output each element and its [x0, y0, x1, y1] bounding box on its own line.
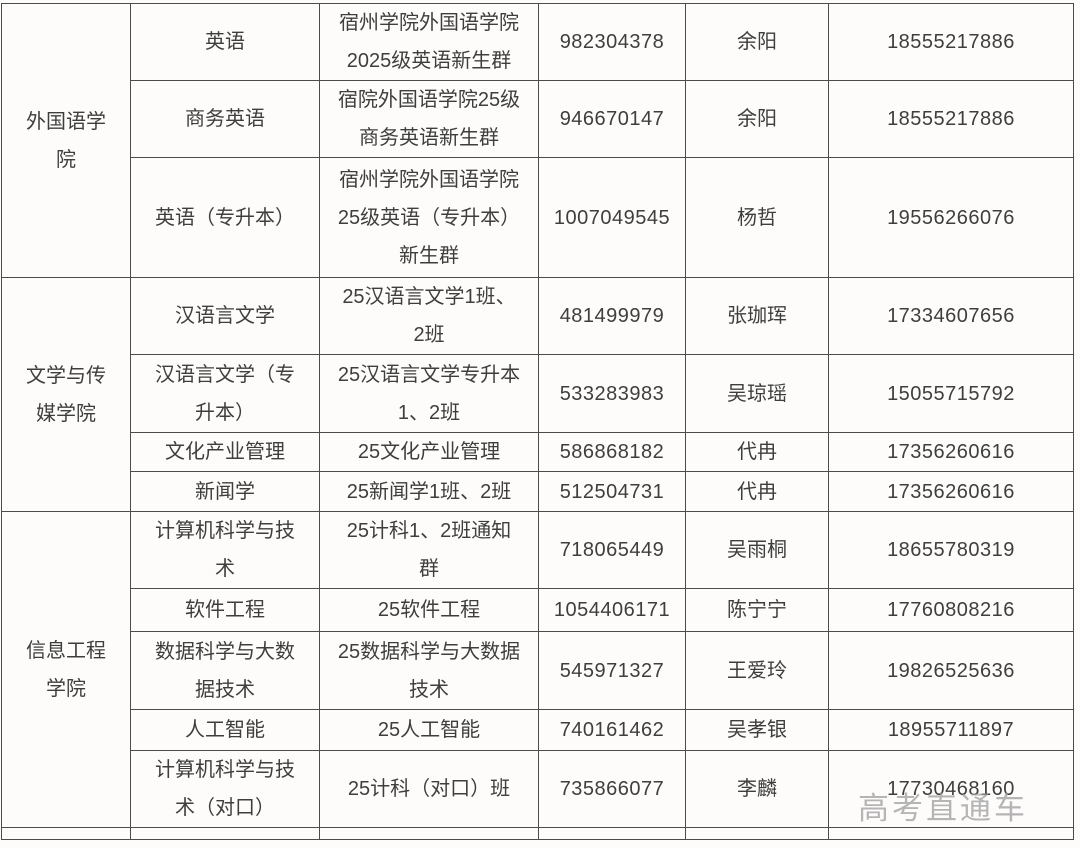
major-cell: 英语	[130, 3, 320, 81]
table-row: 数据科学与大数 据技术 25数据科学与大数据 技术 545971327 王爱玲 …	[2, 631, 1074, 710]
group-number-cell: 735866077	[538, 750, 686, 828]
table-row: 新闻学 25新闻学1班、2班 512504731 代冉 17356260616	[2, 471, 1074, 512]
major-cell: 计算机科学与技 术（对口）	[130, 750, 320, 828]
major-cell: 汉语言文学	[130, 277, 320, 355]
phone-cell: 17730468160	[828, 750, 1074, 828]
group-number-cell: 533283983	[538, 354, 686, 433]
phone-cell: 17356260616	[828, 471, 1074, 512]
contact-cell: 吴孝银	[685, 709, 829, 751]
group-number-cell: 982304378	[538, 3, 686, 81]
table-row: 软件工程 25软件工程 1054406171 陈宁宁 17760808216	[2, 588, 1074, 632]
contact-cell: 余阳	[685, 3, 829, 81]
group-name-cell: 25软件工程	[319, 588, 539, 632]
major-cell: 汉语言文学（专 升本）	[130, 354, 320, 433]
phone-cell: 17760808216	[828, 588, 1074, 632]
contact-cell: 代冉	[685, 471, 829, 512]
group-name-cell: 25数据科学与大数据 技术	[319, 631, 539, 710]
group-number-cell: 586868182	[538, 432, 686, 472]
major-cell: 商务英语	[130, 80, 320, 158]
table-row: 文学与传 媒学院 汉语言文学 25汉语言文学1班、 2班 481499979 张…	[1, 277, 1074, 512]
phone-cell	[828, 827, 1074, 840]
contact-cell: 张珈珲	[685, 277, 829, 355]
phone-cell: 19556266076	[828, 157, 1074, 278]
group-name-cell: 25文化产业管理	[319, 432, 539, 472]
major-cell: 文化产业管理	[130, 432, 320, 472]
phone-cell: 17356260616	[828, 432, 1074, 472]
group-name-cell: 宿院外国语学院25级 商务英语新生群	[319, 80, 539, 158]
contact-cell: 余阳	[685, 80, 829, 158]
table-row: 人工智能 25人工智能 740161462 吴孝银 18955711897	[2, 709, 1074, 751]
group-number-cell: 740161462	[538, 709, 686, 751]
table-row: 商务英语 宿院外国语学院25级 商务英语新生群 946670147 余阳 185…	[2, 80, 1074, 158]
table-row: 汉语言文学（专 升本） 25汉语言文学专升本 1、2班 533283983 吴琼…	[2, 354, 1074, 433]
major-cell: 数据科学与大数 据技术	[130, 631, 320, 710]
group-name-cell: 25计科1、2班通知 群	[319, 511, 539, 589]
phone-cell: 18655780319	[828, 511, 1074, 589]
major-cell: 英语（专升本）	[130, 157, 320, 278]
major-cell: 软件工程	[130, 588, 320, 632]
group-number-cell: 1054406171	[538, 588, 686, 632]
contact-cell: 吴琼瑶	[685, 354, 829, 433]
contact-cell	[685, 827, 829, 840]
contact-cell: 王爱玲	[685, 631, 829, 710]
group-name-cell	[319, 827, 539, 840]
phone-cell: 18555217886	[828, 3, 1074, 81]
table-row: 信息工程 学院 计算机科学与技 术 25计科1、2班通知 群 718065449…	[1, 511, 1074, 828]
contact-cell: 吴雨桐	[685, 511, 829, 589]
group-name-cell: 宿州学院外国语学院 25级英语（专升本） 新生群	[319, 157, 539, 278]
group-name-cell: 25汉语言文学专升本 1、2班	[319, 354, 539, 433]
college-cell: 信息工程 学院	[1, 511, 131, 828]
phone-cell: 19826525636	[828, 631, 1074, 710]
table-row: 外国语学 院 英语 宿州学院外国语学院 2025级英语新生群 982304378…	[1, 3, 1074, 278]
phone-cell: 15055715792	[828, 354, 1074, 433]
new-student-group-table: 外国语学 院 英语 宿州学院外国语学院 2025级英语新生群 982304378…	[1, 3, 1074, 840]
major-cell	[130, 827, 320, 840]
group-number-cell: 481499979	[538, 277, 686, 355]
table-row: 英语（专升本） 宿州学院外国语学院 25级英语（专升本） 新生群 1007049…	[2, 157, 1074, 278]
major-cell: 计算机科学与技 术	[130, 511, 320, 589]
group-name-cell: 25汉语言文学1班、 2班	[319, 277, 539, 355]
phone-cell: 18555217886	[828, 80, 1074, 158]
major-cell: 新闻学	[130, 471, 320, 512]
table-row-partial	[1, 827, 1074, 840]
group-name-cell: 25计科（对口）班	[319, 750, 539, 828]
major-cell: 人工智能	[130, 709, 320, 751]
group-number-cell	[538, 827, 686, 840]
contact-cell: 陈宁宁	[685, 588, 829, 632]
table-row: 计算机科学与技 术（对口） 25计科（对口）班 735866077 李麟 177…	[2, 750, 1074, 828]
college-cell: 外国语学 院	[1, 3, 131, 278]
group-number-cell: 946670147	[538, 80, 686, 158]
group-name-cell: 25人工智能	[319, 709, 539, 751]
contact-cell: 杨哲	[685, 157, 829, 278]
table-row: 文化产业管理 25文化产业管理 586868182 代冉 17356260616	[2, 432, 1074, 472]
group-name-cell: 宿州学院外国语学院 2025级英语新生群	[319, 3, 539, 81]
phone-cell: 17334607656	[828, 277, 1074, 355]
group-number-cell: 1007049545	[538, 157, 686, 278]
group-number-cell: 512504731	[538, 471, 686, 512]
group-number-cell: 718065449	[538, 511, 686, 589]
college-cell: 文学与传 媒学院	[1, 277, 131, 512]
group-name-cell: 25新闻学1班、2班	[319, 471, 539, 512]
college-cell	[1, 827, 131, 840]
group-number-cell: 545971327	[538, 631, 686, 710]
contact-cell: 代冉	[685, 432, 829, 472]
phone-cell: 18955711897	[828, 709, 1074, 751]
contact-cell: 李麟	[685, 750, 829, 828]
